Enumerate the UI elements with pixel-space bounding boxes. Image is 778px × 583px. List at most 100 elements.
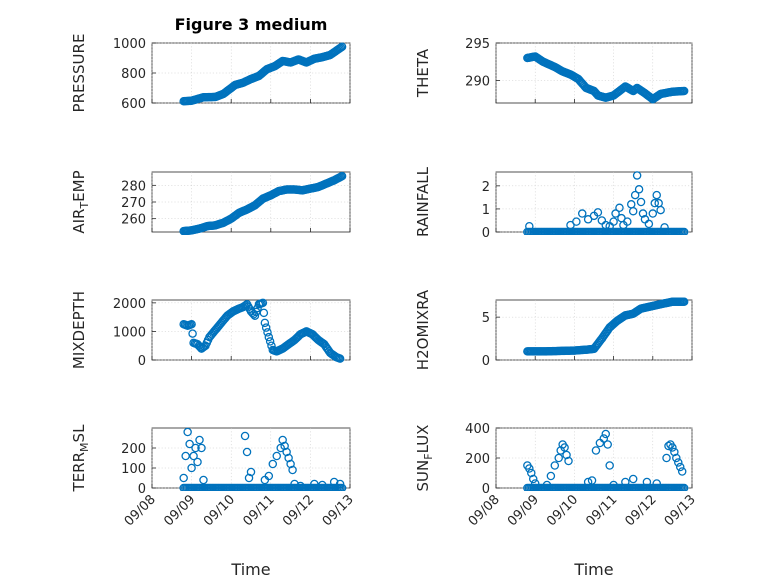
data-point xyxy=(181,451,190,461)
y-tick-label: 280 xyxy=(121,179,146,194)
data-point xyxy=(335,354,345,363)
data-point xyxy=(259,308,269,318)
y-axis-label: TERRMSL xyxy=(70,424,91,493)
data-point xyxy=(542,480,552,490)
data-point xyxy=(290,479,299,489)
data-point xyxy=(264,332,274,342)
data-point xyxy=(276,443,285,453)
y-tick-label: 1 xyxy=(482,203,490,218)
data-point xyxy=(185,439,194,449)
data-point xyxy=(335,44,344,53)
data-point xyxy=(318,480,327,490)
data-point xyxy=(530,479,540,488)
data-point xyxy=(191,443,200,453)
y-axis-label: AIRTEMP xyxy=(70,170,91,233)
data-point xyxy=(336,43,346,52)
y-tick-label: 270 xyxy=(121,196,146,211)
data-point xyxy=(284,453,293,463)
data-point xyxy=(554,453,563,463)
h2omixra-panel: 0 5 H2OMIXRA xyxy=(414,289,693,370)
data-point xyxy=(329,477,339,487)
data-point xyxy=(660,223,669,232)
y-tick-label: 0 xyxy=(138,482,146,497)
data-point xyxy=(674,458,683,467)
y-axis-label: RAINFALL xyxy=(414,166,432,237)
data-point xyxy=(258,298,268,308)
data-point xyxy=(199,475,208,485)
data-point xyxy=(632,171,642,180)
data-point xyxy=(638,209,648,218)
y-tick-label: 0 xyxy=(482,482,490,497)
data-point xyxy=(310,479,319,489)
data-markers xyxy=(179,298,345,363)
data-point xyxy=(572,217,581,226)
data-markers xyxy=(523,52,689,104)
x-tick-label: 09/08 xyxy=(122,492,159,529)
data-point xyxy=(601,220,611,230)
data-point xyxy=(240,431,250,441)
y-tick-label: 0 xyxy=(138,354,146,369)
data-point xyxy=(528,474,538,484)
terr-msl-panel: 0 100 200 09/08 09/09 09/10 09/11 09/12 09/13 TER… xyxy=(70,424,357,529)
data-point xyxy=(634,185,644,194)
data-point xyxy=(550,461,560,470)
data-point xyxy=(587,476,597,485)
data-point xyxy=(650,198,660,208)
figure-title: Figure 3 medium xyxy=(175,15,328,34)
data-point xyxy=(603,440,612,449)
y-axis-label: PRESSURE xyxy=(70,34,88,113)
y-tick-label: 2 xyxy=(482,180,490,195)
data-point xyxy=(679,86,689,96)
data-point xyxy=(652,190,661,200)
x-axis-label-left: Time xyxy=(230,560,270,579)
data-point xyxy=(609,480,618,490)
data-point xyxy=(664,441,673,451)
data-point xyxy=(189,451,198,461)
data-point xyxy=(652,479,661,488)
data-point xyxy=(601,429,611,439)
y-tick-label: 5 xyxy=(482,311,490,326)
y-tick-label: 295 xyxy=(465,37,490,52)
data-markers xyxy=(523,429,689,491)
data-point xyxy=(337,42,347,52)
data-point xyxy=(611,209,620,218)
y-tick-label: 100 xyxy=(121,462,146,477)
y-axis-label: THETA xyxy=(414,48,432,98)
data-point xyxy=(630,190,640,200)
data-point xyxy=(668,443,677,452)
data-point xyxy=(268,459,278,469)
pressure-panel: 600 800 1000 PRESSURE xyxy=(70,34,351,113)
air-temp-panel: 260 270 280 AIRTEMP xyxy=(70,170,351,235)
data-point xyxy=(179,473,188,483)
data-point xyxy=(677,467,687,476)
data-point xyxy=(525,221,534,231)
y-tick-label: 1000 xyxy=(113,325,146,340)
data-point xyxy=(263,328,272,337)
y-tick-label: 2000 xyxy=(113,297,146,312)
data-point xyxy=(648,209,658,218)
y-axis-label: H2OMIXRA xyxy=(414,289,432,370)
x-tick-label: 09/13 xyxy=(320,492,357,529)
data-point xyxy=(679,483,689,491)
data-point xyxy=(527,468,536,478)
data-point xyxy=(642,477,652,487)
data-point xyxy=(628,206,638,216)
data-point xyxy=(193,457,202,467)
data-markers xyxy=(523,297,689,356)
data-point xyxy=(628,474,638,484)
data-point xyxy=(609,217,618,226)
data-point xyxy=(282,447,291,457)
data-point xyxy=(670,447,679,457)
data-point xyxy=(599,434,609,443)
data-point xyxy=(267,341,276,350)
data-markers xyxy=(523,171,689,235)
x-tick-label: 09/09 xyxy=(161,492,198,529)
data-point xyxy=(188,329,197,338)
data-point xyxy=(183,427,192,437)
data-markers xyxy=(179,427,347,491)
data-point xyxy=(583,477,593,487)
data-point xyxy=(286,459,295,469)
data-point xyxy=(337,171,347,181)
rainfall-panel: 0 1 2 RAINFALL xyxy=(414,166,693,241)
x-tick-label: 09/10 xyxy=(544,492,581,529)
